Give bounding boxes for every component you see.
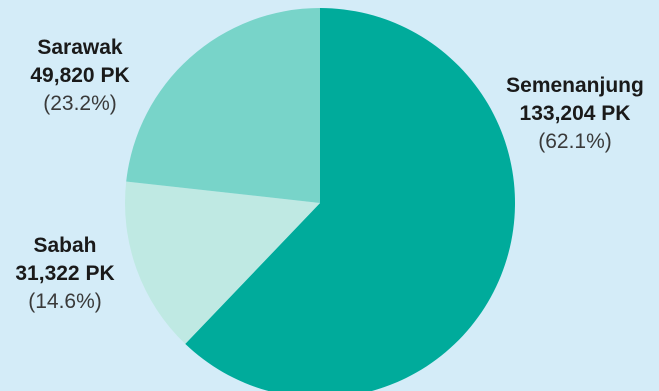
slice-name: Sabah (33, 234, 97, 257)
slice-name: Sarawak (37, 36, 123, 59)
slice-percent: (14.6%) (28, 290, 102, 313)
slice-percent: (62.1%) (538, 130, 612, 153)
pie-slice-sabah (125, 181, 320, 344)
slice-label-semenanjung: Semenanjung 133,204 PK (62.1%) (480, 72, 659, 156)
pie-slice-semenanjung (185, 8, 515, 391)
slice-name: Semenanjung (506, 74, 644, 97)
slice-value: 31,322 PK (15, 262, 115, 285)
slice-percent: (23.2%) (43, 92, 117, 115)
slice-label-sarawak: Sarawak 49,820 PK (23.2%) (0, 34, 160, 118)
slice-value: 49,820 PK (30, 64, 130, 87)
slice-label-sabah: Sabah 31,322 PK (14.6%) (0, 232, 140, 316)
pie-slice-sarawak (126, 8, 320, 203)
slice-value: 133,204 PK (519, 102, 631, 125)
